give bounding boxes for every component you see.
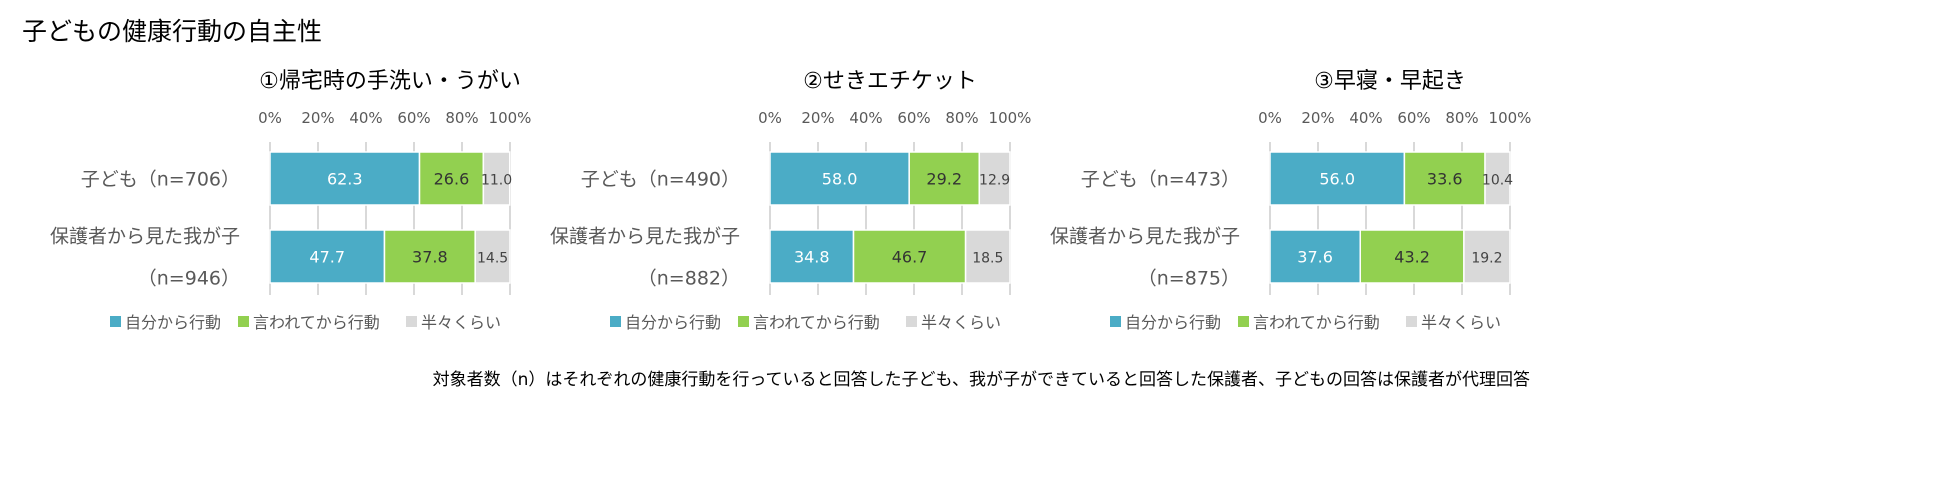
- legend-label: 半々くらい: [421, 313, 501, 332]
- bar-segment: [383, 229, 476, 284]
- data-label: 14.5: [477, 251, 508, 267]
- category-label: 保護者から見た我が子: [50, 226, 240, 248]
- chart-title: ②せきエチケット: [803, 69, 977, 94]
- data-label: 37.6: [1297, 248, 1333, 267]
- data-label: 11.0: [481, 173, 512, 189]
- data-label: 62.3: [327, 170, 363, 189]
- tick-label: 40%: [1349, 109, 1382, 127]
- category-label: （n=882）: [638, 268, 740, 290]
- data-label: 19.2: [1471, 251, 1502, 267]
- tick-label: 100%: [489, 109, 532, 127]
- chart-title: ①帰宅時の手洗い・うがい: [259, 69, 521, 94]
- tick-label: 0%: [1258, 109, 1282, 127]
- bar-segment: [964, 229, 1011, 284]
- tick-label: 20%: [801, 109, 834, 127]
- bar-segment: [769, 229, 855, 284]
- bar-segment: [1484, 151, 1511, 206]
- category-label: 保護者から見た我が子: [1050, 226, 1240, 248]
- bar-segment: [1359, 229, 1465, 284]
- tick-label: 0%: [758, 109, 782, 127]
- bar-segment: [269, 151, 421, 206]
- legend-swatch: [738, 316, 749, 327]
- legend-label: 半々くらい: [1421, 313, 1501, 332]
- legend-label: 言われてから行動: [1253, 313, 1380, 332]
- data-label: 29.2: [926, 170, 962, 189]
- tick-label: 40%: [349, 109, 382, 127]
- data-label: 46.7: [892, 248, 928, 267]
- bar-segment: [269, 229, 386, 284]
- bar-segment: [978, 151, 1011, 206]
- chart-title: ③早寝・早起き: [1314, 69, 1466, 94]
- legend-swatch: [238, 316, 249, 327]
- data-label: 18.5: [972, 251, 1003, 267]
- tick-label: 100%: [1489, 109, 1532, 127]
- figure-title: 子どもの健康行動の自主性: [22, 17, 322, 46]
- footnote: 対象者数（n）はそれぞれの健康行動を行っていると回答した子ども、我が子ができてい…: [433, 370, 1530, 390]
- tick-label: 80%: [445, 109, 478, 127]
- legend-swatch: [110, 316, 121, 327]
- data-label: 34.8: [794, 248, 830, 267]
- legend-label: 自分から行動: [125, 313, 221, 332]
- legend-label: 自分から行動: [625, 313, 721, 332]
- data-label: 43.2: [1394, 248, 1430, 267]
- legend-swatch: [406, 316, 417, 327]
- data-label: 12.9: [979, 173, 1010, 189]
- legend-swatch: [1110, 316, 1121, 327]
- bar-segment: [1403, 151, 1486, 206]
- category-label: 保護者から見た我が子: [550, 226, 740, 248]
- data-label: 33.6: [1427, 170, 1463, 189]
- tick-label: 100%: [989, 109, 1032, 127]
- tick-label: 60%: [1397, 109, 1430, 127]
- tick-label: 0%: [258, 109, 282, 127]
- category-label: 子ども（n=706）: [81, 169, 240, 191]
- data-label: 56.0: [1319, 170, 1355, 189]
- legend-label: 自分から行動: [1125, 313, 1221, 332]
- legend-label: 言われてから行動: [753, 313, 880, 332]
- tick-label: 80%: [945, 109, 978, 127]
- tick-label: 20%: [301, 109, 334, 127]
- category-label: （n=875）: [1138, 268, 1240, 290]
- tick-label: 60%: [897, 109, 930, 127]
- legend-swatch: [906, 316, 917, 327]
- bar-segment: [1269, 151, 1406, 206]
- data-label: 47.7: [309, 248, 345, 267]
- bar-segment: [1269, 229, 1361, 284]
- category-label: 子ども（n=490）: [581, 169, 740, 191]
- data-label: 10.4: [1482, 173, 1513, 189]
- bar-segment: [482, 151, 511, 206]
- category-label: 子ども（n=473）: [1081, 169, 1240, 191]
- legend-swatch: [610, 316, 621, 327]
- tick-label: 80%: [1445, 109, 1478, 127]
- bar-segment: [1463, 229, 1511, 284]
- bar-segment: [769, 151, 910, 206]
- legend-swatch: [1406, 316, 1417, 327]
- tick-label: 60%: [397, 109, 430, 127]
- data-label: 37.8: [412, 248, 448, 267]
- data-label: 26.6: [434, 170, 470, 189]
- tick-label: 40%: [849, 109, 882, 127]
- data-label: 58.0: [822, 170, 858, 189]
- legend-label: 言われてから行動: [253, 313, 380, 332]
- bar-segment: [474, 229, 511, 284]
- tick-label: 20%: [1301, 109, 1334, 127]
- legend-label: 半々くらい: [921, 313, 1001, 332]
- category-label: （n=946）: [138, 268, 240, 290]
- bar-segment: [852, 229, 967, 284]
- legend-swatch: [1238, 316, 1249, 327]
